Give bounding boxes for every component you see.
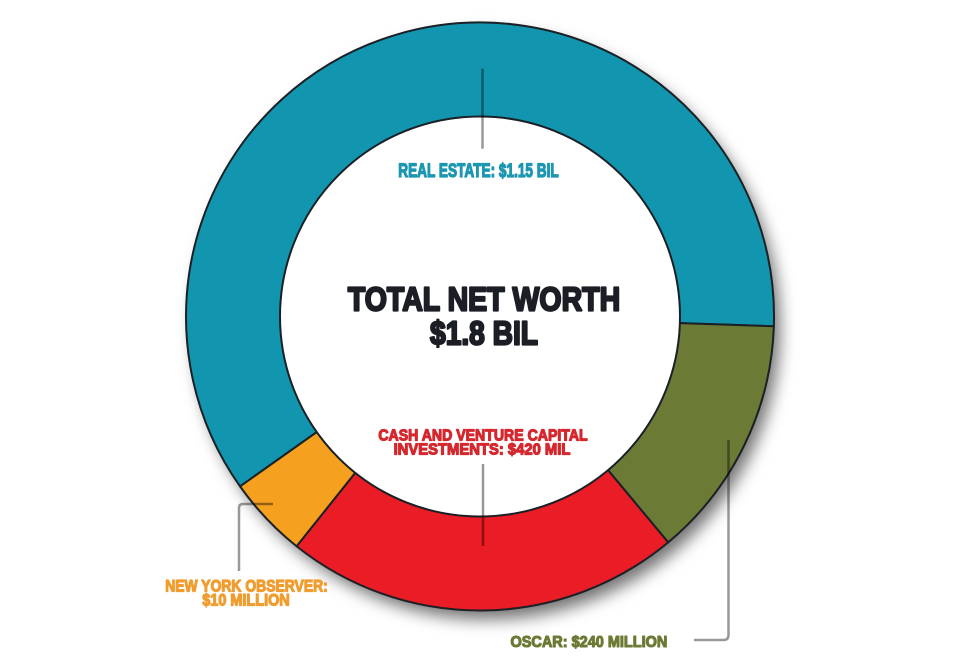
svg-text:REAL ESTATE: $1.15 BIL: REAL ESTATE: $1.15 BIL <box>398 160 558 182</box>
svg-text:$10 MILLION: $10 MILLION <box>202 592 289 610</box>
svg-text:CASH AND VENTURE CAPITAL: CASH AND VENTURE CAPITAL <box>378 427 587 445</box>
svg-text:NEW YORK OBSERVER:: NEW YORK OBSERVER: <box>165 578 328 596</box>
svg-text:INVESTMENTS: $420 MIL: INVESTMENTS: $420 MIL <box>394 441 571 459</box>
svg-text:TOTAL NET WORTH: TOTAL NET WORTH <box>348 281 620 318</box>
svg-text:$1.8 BIL: $1.8 BIL <box>430 315 538 352</box>
svg-text:OSCAR: $240 MILLION: OSCAR: $240 MILLION <box>510 633 667 651</box>
